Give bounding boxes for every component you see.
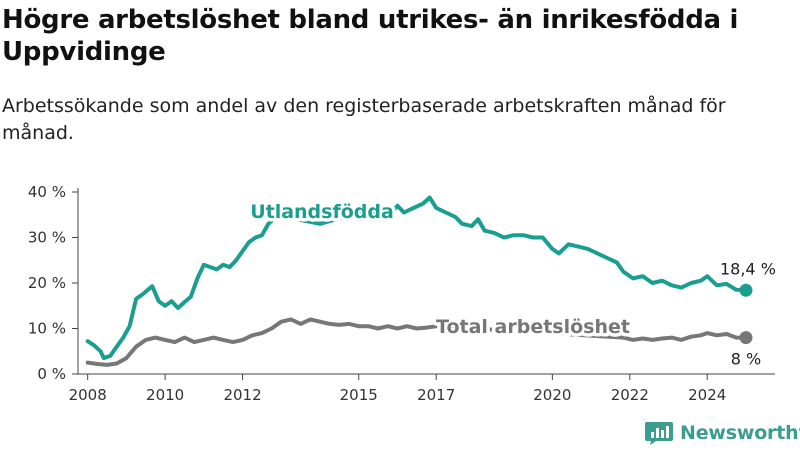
- series-label-total: Total arbetslöshet: [436, 316, 630, 338]
- newsworthy-logo-icon: [645, 422, 673, 445]
- y-tick-label: 20 %: [28, 274, 66, 292]
- brand-name: Newsworthy: [680, 422, 800, 444]
- series-line: [85, 195, 748, 361]
- chart-axes: 0 % 10 % 20 % 30 % 40 % 2008 2010 2012 2015 2017 2…: [28, 183, 775, 404]
- series-label-utlandsfodda: Utlandsfödda: [250, 201, 394, 223]
- chart-title: Högre arbetslöshet bland utrikes- än inr…: [2, 5, 739, 67]
- x-tick-label: 2017: [417, 386, 455, 404]
- y-tick-label: 30 %: [28, 229, 66, 247]
- series-end-dot: [739, 283, 753, 297]
- x-tick-label: 2020: [533, 386, 571, 404]
- y-tick-label: 10 %: [28, 320, 66, 338]
- chart-labels: Utlandsfödda Total arbetslöshet 18,4 % 8 %: [247, 198, 776, 369]
- x-tick-label: 2012: [223, 386, 261, 404]
- x-tick-label: 2010: [146, 386, 184, 404]
- x-tick-label: 2024: [688, 386, 726, 404]
- chart-series: [85, 195, 753, 367]
- y-tick-label: 0 %: [37, 365, 66, 383]
- x-tick-label: 2008: [69, 386, 107, 404]
- brand: Newsworthy: [644, 418, 800, 448]
- y-tick-label: 40 %: [28, 183, 66, 201]
- series-end-label-utlandsfodda: 18,4 %: [720, 259, 776, 278]
- x-tick-label: 2022: [611, 386, 649, 404]
- series-end-dot: [739, 331, 753, 345]
- chart-subtitle: Arbetssökande som andel av den registerb…: [2, 95, 726, 144]
- series-line: [85, 317, 748, 367]
- series-end-label-total: 8 %: [731, 350, 761, 369]
- x-tick-label: 2015: [340, 386, 378, 404]
